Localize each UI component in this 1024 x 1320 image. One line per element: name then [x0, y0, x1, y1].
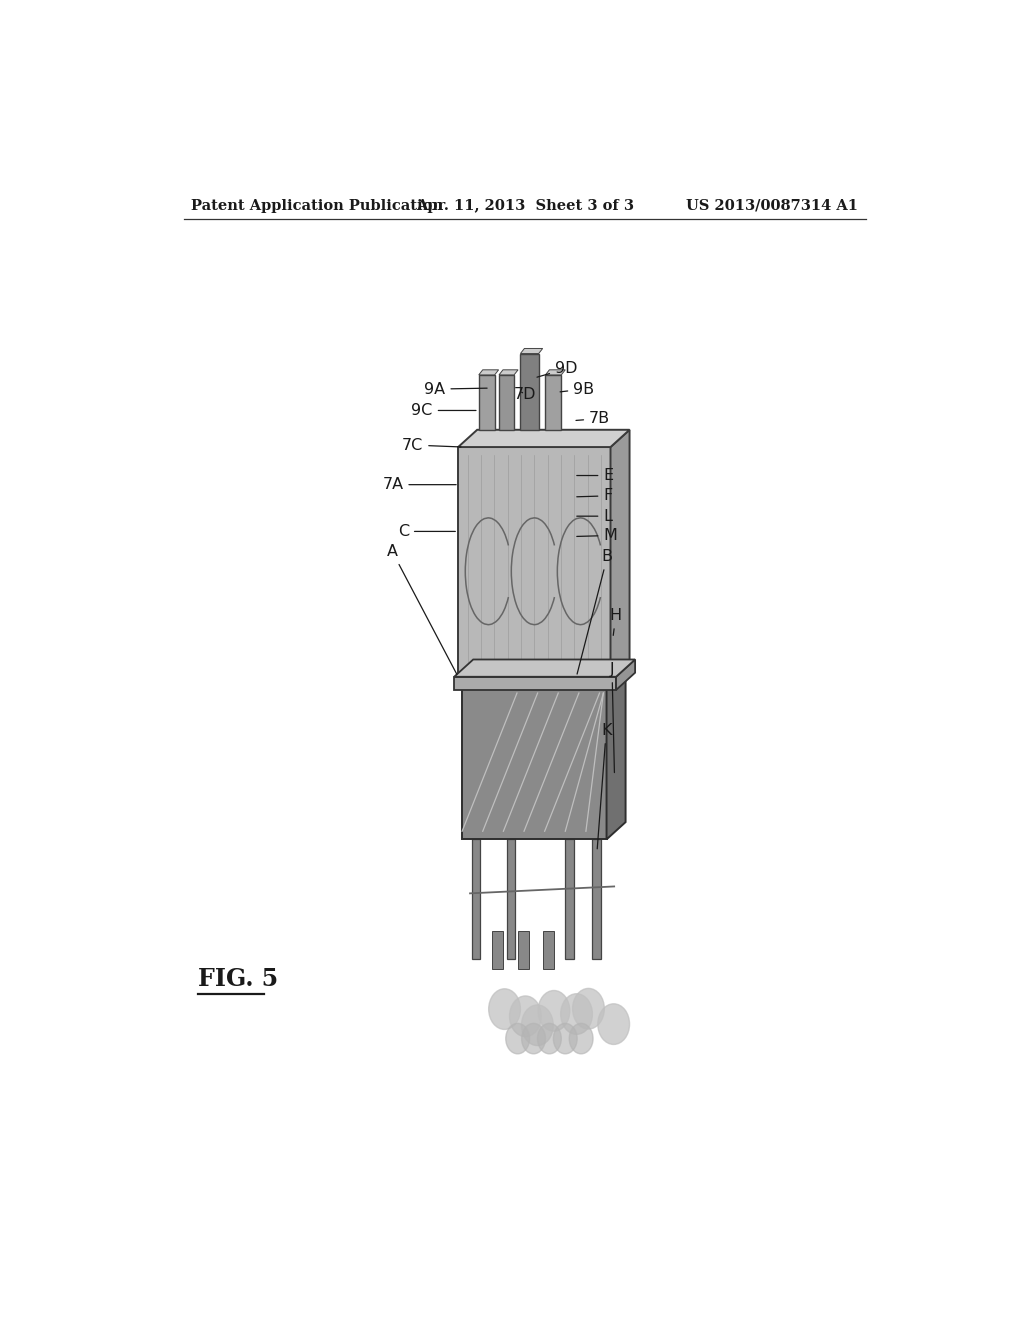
- Text: US 2013/0087314 A1: US 2013/0087314 A1: [686, 199, 858, 213]
- Polygon shape: [606, 668, 626, 840]
- Polygon shape: [462, 668, 626, 685]
- Polygon shape: [458, 430, 630, 447]
- Polygon shape: [610, 430, 630, 686]
- Bar: [479, 375, 495, 430]
- Text: 7B: 7B: [575, 411, 610, 426]
- Text: H: H: [609, 609, 622, 635]
- Text: L: L: [577, 508, 612, 524]
- Text: Patent Application Publication: Patent Application Publication: [191, 199, 443, 213]
- Polygon shape: [546, 370, 565, 375]
- Bar: [472, 840, 480, 960]
- Bar: [493, 931, 504, 969]
- Text: 9D: 9D: [537, 362, 578, 378]
- Text: 7D: 7D: [514, 387, 537, 401]
- Text: FIG. 5: FIG. 5: [198, 966, 278, 991]
- Polygon shape: [462, 685, 606, 840]
- Polygon shape: [479, 370, 499, 375]
- Circle shape: [569, 1023, 593, 1053]
- Text: 9B: 9B: [560, 381, 594, 396]
- Text: A: A: [387, 544, 457, 675]
- Circle shape: [510, 997, 542, 1036]
- Bar: [565, 840, 574, 960]
- Polygon shape: [455, 660, 635, 677]
- Text: 9C: 9C: [412, 403, 476, 418]
- Circle shape: [561, 994, 593, 1035]
- Circle shape: [506, 1023, 529, 1053]
- Text: 7C: 7C: [402, 437, 461, 453]
- Text: J: J: [609, 663, 614, 772]
- Polygon shape: [499, 370, 518, 375]
- Bar: [546, 375, 561, 430]
- Polygon shape: [455, 677, 616, 690]
- Circle shape: [553, 1023, 578, 1053]
- Text: C: C: [397, 524, 456, 539]
- Circle shape: [538, 990, 569, 1031]
- Bar: [507, 840, 515, 960]
- Text: K: K: [597, 723, 611, 849]
- Polygon shape: [458, 447, 610, 686]
- Circle shape: [521, 1005, 553, 1045]
- Polygon shape: [616, 660, 635, 690]
- Bar: [592, 840, 601, 960]
- Circle shape: [572, 989, 604, 1030]
- Text: M: M: [577, 528, 617, 543]
- Circle shape: [538, 1023, 561, 1053]
- Text: F: F: [577, 488, 612, 503]
- Bar: [543, 931, 554, 969]
- Bar: [499, 375, 514, 430]
- Text: 7A: 7A: [382, 477, 456, 492]
- Text: 9A: 9A: [424, 381, 487, 396]
- Circle shape: [521, 1023, 546, 1053]
- Circle shape: [598, 1003, 630, 1044]
- Bar: [518, 931, 528, 969]
- Polygon shape: [520, 348, 543, 354]
- Circle shape: [488, 989, 520, 1030]
- Bar: [520, 354, 539, 430]
- Text: Apr. 11, 2013  Sheet 3 of 3: Apr. 11, 2013 Sheet 3 of 3: [416, 199, 634, 213]
- Text: E: E: [577, 469, 613, 483]
- Text: B: B: [578, 549, 612, 675]
